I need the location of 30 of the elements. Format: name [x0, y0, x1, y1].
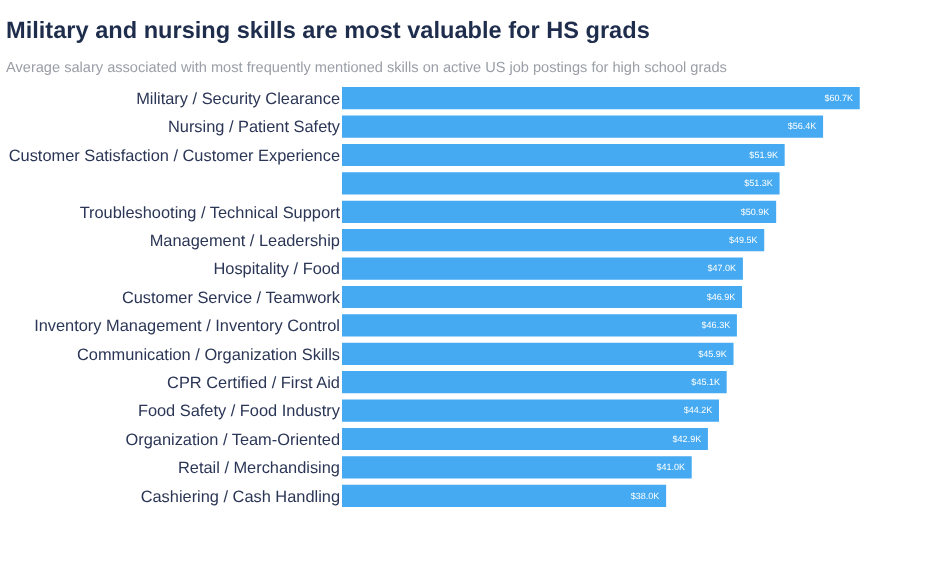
bar: [342, 484, 667, 507]
y-tick-label: Cashiering / Cash Handling: [140, 487, 341, 506]
bar: [342, 285, 743, 309]
y-tick-label: CPR Certified / First Aid: [167, 373, 341, 392]
bar: [342, 427, 708, 451]
y-tick-label: Communication / Organization Skills: [76, 345, 340, 364]
y-tick-label: Management / Leadership: [149, 231, 341, 250]
bar: [342, 87, 860, 110]
bar: [342, 314, 737, 337]
chart-title: Military and nursing skills are most valuable for HS grads: [6, 16, 651, 44]
y-tick-label: Customer Satisfaction / Customer Experience: [8, 146, 341, 165]
y-tick-label: Inventory Management / Inventory Control: [34, 317, 341, 336]
bar: [342, 115, 824, 138]
y-tick-label: Food Safety / Food Industry: [137, 402, 342, 421]
bar: [342, 456, 692, 479]
bar: [342, 200, 777, 223]
y-tick-label: Customer Service / Teamwork: [121, 288, 342, 307]
bar: [342, 143, 785, 167]
y-tick-label: Nursing / Patient Safety: [167, 118, 342, 137]
bar: [342, 172, 780, 195]
y-tick-label: Military / Security Clearance: [136, 89, 341, 108]
y-tick-label: Troubleshooting / Technical Support: [79, 203, 342, 222]
bar: [342, 257, 743, 280]
y-tick-label: Retail / Merchandising: [177, 459, 341, 478]
bar: [342, 342, 734, 365]
bar: [342, 399, 719, 422]
y-tick-label: Organization / Team-Oriented: [125, 430, 341, 449]
bar: [342, 371, 727, 394]
bar: [342, 229, 765, 252]
y-tick-label: Hospitality / Food: [213, 260, 341, 279]
